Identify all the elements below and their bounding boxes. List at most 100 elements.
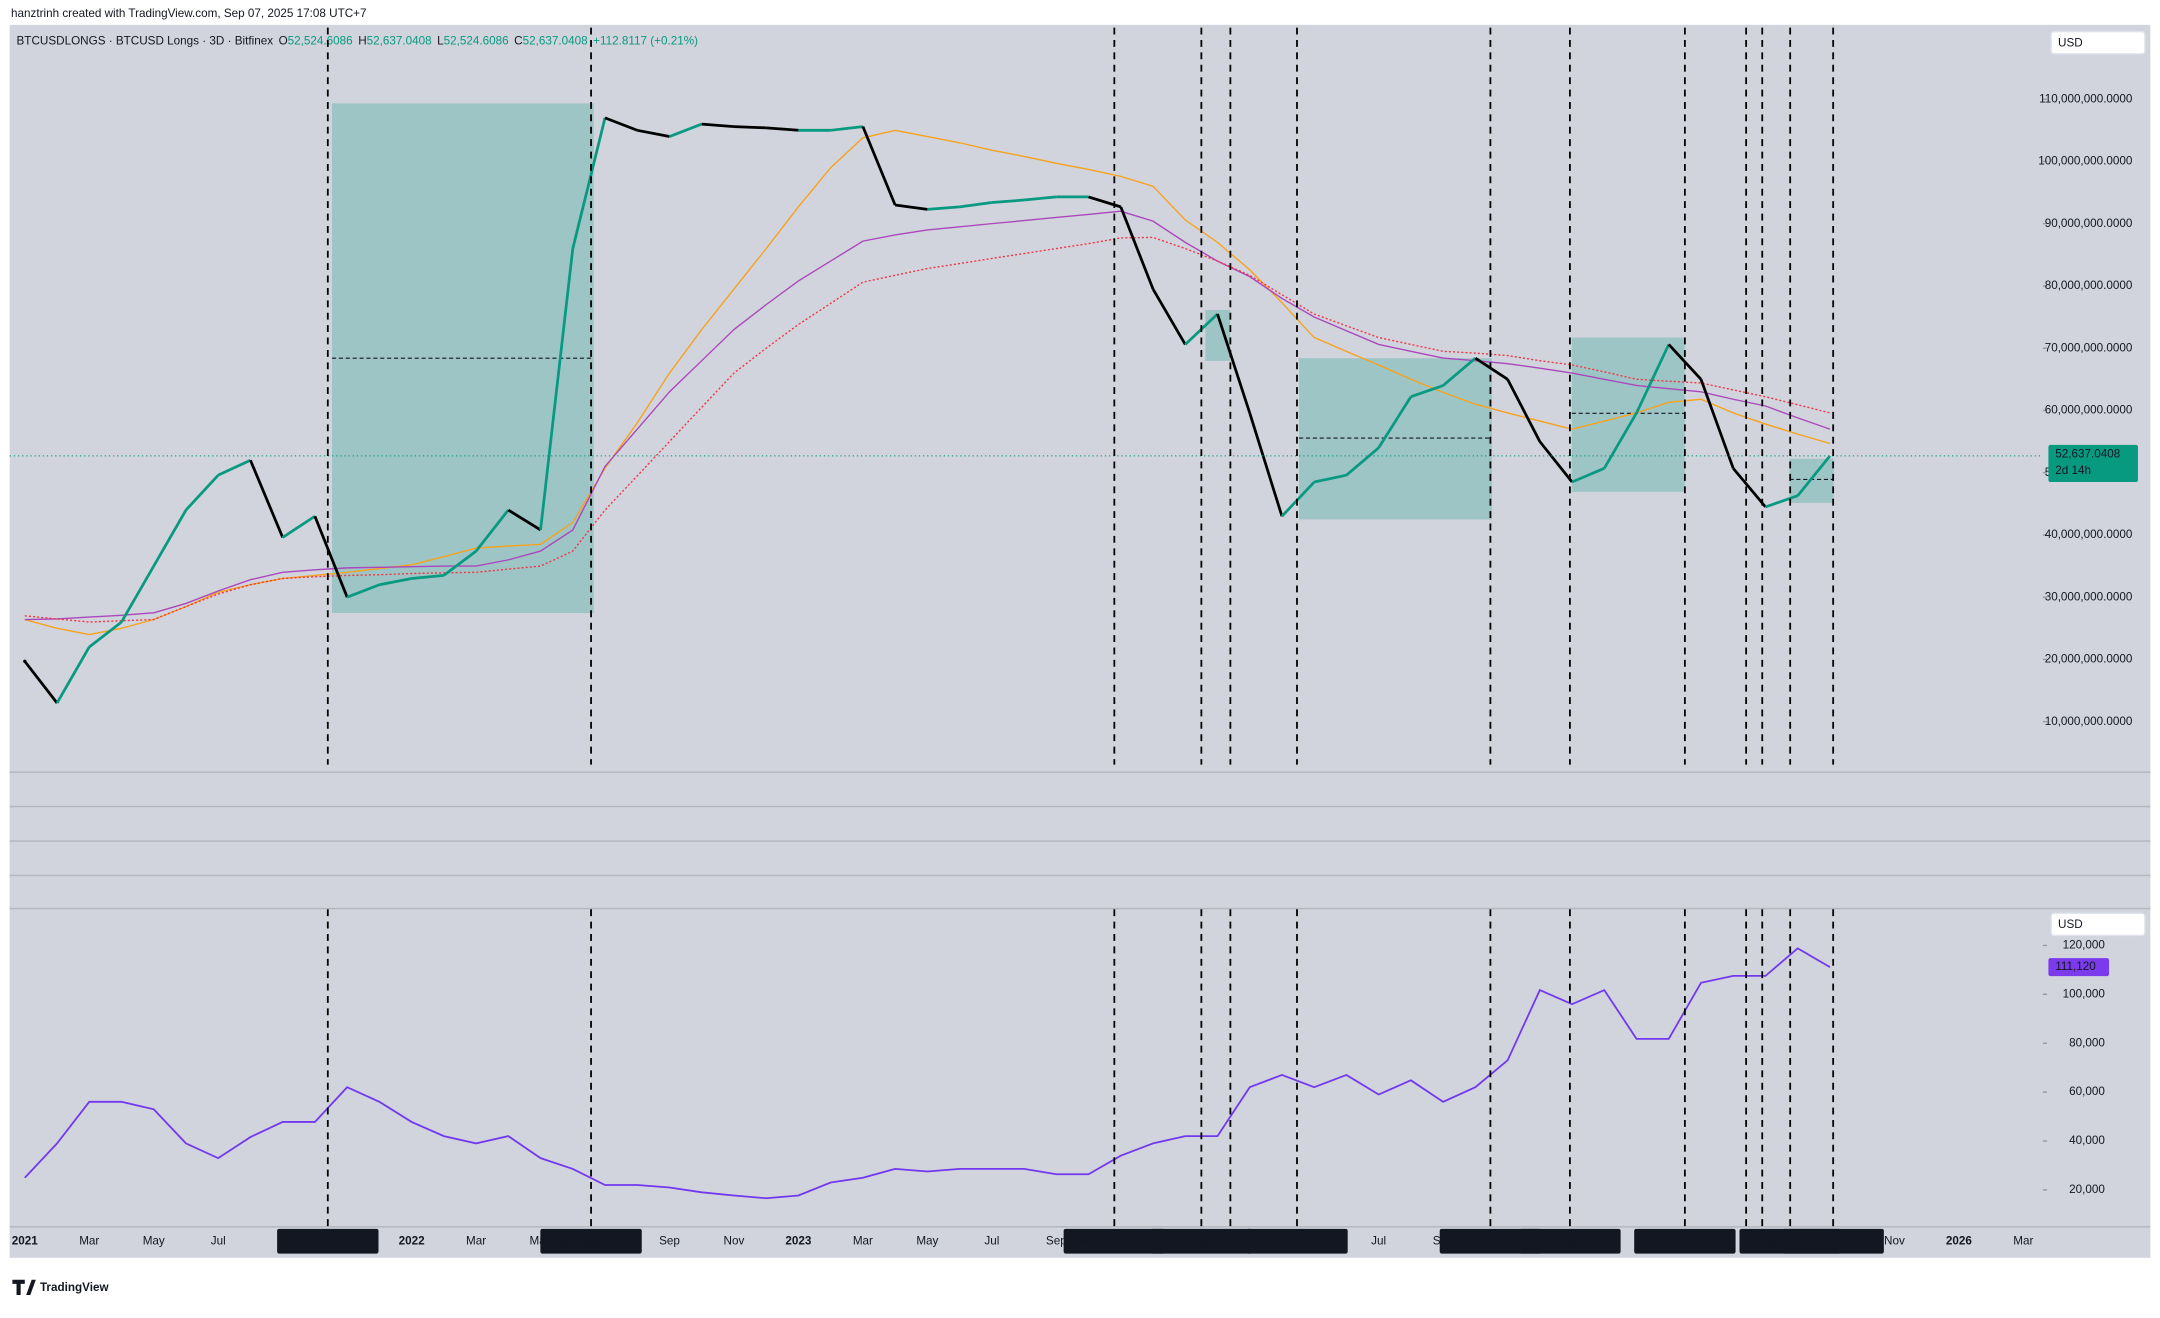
y-tick-label: 20,000,000.0000: [2045, 653, 2133, 666]
y-tick-label: 70,000,000.0000: [2045, 341, 2133, 354]
price-segment: [701, 122, 735, 128]
price-segment: [1635, 343, 1671, 414]
y-tick-label: 30,000,000.0000: [2045, 590, 2133, 603]
currency-box: [2050, 31, 2146, 55]
marker-label-box: [1782, 1228, 1884, 1254]
price-segment: [1538, 440, 1574, 483]
credit: hanztrinh created with TradingView.com, …: [11, 7, 366, 20]
y-tick-label: 40,000,000.0000: [2045, 528, 2133, 541]
x-tick-label: 2026: [1946, 1234, 1973, 1247]
price-segment: [959, 201, 993, 209]
series-line: [24, 236, 1831, 623]
currency-box: [2050, 912, 2146, 937]
price-segment: [1410, 384, 1444, 399]
marker-label: Wed 25/10/23: [1078, 1234, 1152, 1247]
y-tick-label: 10,000,000.0000: [2045, 715, 2133, 728]
price-tag-countdown: 2d 14h: [2055, 464, 2091, 477]
series-line: [24, 210, 1831, 621]
ohlc-value: 52,637.0408: [523, 34, 588, 47]
price-segment: [379, 577, 412, 587]
logo: TradingView: [12, 1279, 110, 1295]
price-segment: [1765, 494, 1799, 509]
currency: USD: [2058, 37, 2083, 50]
price-segment: [636, 128, 670, 138]
price-segment: [1699, 378, 1735, 469]
ohlc-key: H: [358, 34, 366, 47]
x-tick-label: Mar: [853, 1234, 873, 1247]
x-tick-label: Nov: [1884, 1234, 1905, 1247]
x-tick-label: 2023: [785, 1234, 812, 1247]
price-segment: [23, 660, 59, 704]
price-segment: [1119, 206, 1155, 290]
x-tick-label: Jul: [984, 1234, 999, 1247]
y-tick-label: 40,000: [2069, 1134, 2105, 1147]
y-tick-label: 120,000: [2063, 939, 2106, 952]
price-segment: [281, 515, 316, 539]
price-segment: [1345, 446, 1380, 477]
series-line: [24, 947, 1831, 1200]
marker-label: Sun 29/12/24: [1534, 1234, 1605, 1247]
price-segment: [861, 126, 897, 206]
price-segment: [1248, 412, 1284, 517]
price-segment: [443, 550, 477, 577]
price-segment: [411, 574, 444, 580]
x-tick-label: Jul: [211, 1234, 226, 1247]
ohlc-value: 52,524.6086: [288, 34, 353, 47]
price-segment: [1377, 396, 1413, 449]
price-segment: [1151, 288, 1187, 346]
price-segment: [1571, 467, 1605, 484]
price-segment: [313, 515, 349, 598]
price-tag-value: 52,637.0408: [2055, 448, 2120, 461]
price-segment: [474, 509, 510, 552]
price-segment: [507, 508, 542, 532]
y-tick-label: 90,000,000.0000: [2045, 217, 2133, 230]
value-tag: [2048, 958, 2110, 977]
marker-label: Tue 16/01/24: [1167, 1234, 1236, 1247]
marker-label-box: [277, 1228, 379, 1254]
y-tick-label: 60,000: [2069, 1085, 2105, 1098]
price-segment: [1506, 378, 1542, 443]
position-zone: [1299, 358, 1492, 520]
y-tick-label: 110,000,000.0000: [2039, 92, 2133, 105]
ohlc-key: C: [514, 34, 522, 47]
marker-label: Wed 13/10/21: [291, 1234, 365, 1247]
marker-label-box: [1246, 1228, 1348, 1254]
price-segment: [539, 248, 575, 531]
marker-label: Wed 16/04/25: [1648, 1234, 1722, 1247]
y-tick-label: 100,000: [2063, 987, 2106, 1000]
price-segment: [249, 459, 284, 538]
price-segment: [88, 620, 123, 649]
ohlc-key: O: [279, 34, 288, 47]
legend-symbol: BTCUSDLONGS · BTCUSD Longs · 3D · Bitfin…: [17, 34, 274, 47]
price-segment: [766, 126, 799, 132]
price-segment: [894, 203, 928, 211]
x-tick-label: Sep: [659, 1234, 680, 1247]
marker-label: Sat 18/06/22: [558, 1234, 625, 1247]
price-segment: [1088, 195, 1122, 209]
price-segment: [927, 205, 960, 211]
y-tick-label: 100,000,000.0000: [2038, 155, 2133, 168]
x-tick-label: Mar: [466, 1234, 486, 1247]
marker-label-box: [1150, 1228, 1253, 1254]
legend: BTCUSDLONGS · BTCUSD Longs · 3D · Bitfin…: [17, 34, 699, 47]
price-segment: [184, 474, 220, 511]
x-tick-label: 2021: [12, 1234, 39, 1247]
x-tick-label: Nov: [724, 1234, 745, 1247]
price-segment: [1474, 356, 1509, 381]
price-segment: [1216, 313, 1252, 414]
logo-text: TradingView: [40, 1281, 110, 1294]
change: +112.8117 (+0.21%): [593, 34, 698, 47]
price-segment: [571, 117, 607, 249]
marker-label: Thu 04/09/25: [1798, 1234, 1869, 1247]
x-tick-label: May: [916, 1234, 938, 1247]
y-tick-label: 20,000: [2069, 1183, 2105, 1196]
price-segment: [152, 509, 188, 567]
ohlc-key: L: [437, 34, 444, 47]
price-segment: [1667, 343, 1703, 381]
price-segment: [991, 198, 1025, 204]
price-segment: [1442, 357, 1477, 387]
price-segment: [733, 125, 767, 130]
marker-label-box: [1063, 1228, 1166, 1254]
